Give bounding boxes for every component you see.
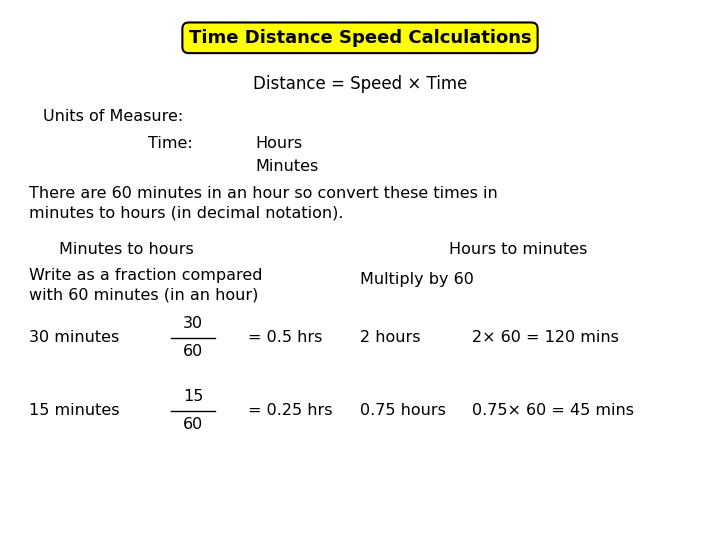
Text: 2× 60 = 120 mins: 2× 60 = 120 mins: [472, 330, 618, 345]
Text: Hours to minutes: Hours to minutes: [449, 242, 588, 257]
Text: Units of Measure:: Units of Measure:: [43, 109, 184, 124]
Text: = 0.25 hrs: = 0.25 hrs: [248, 403, 333, 418]
Text: 15 minutes: 15 minutes: [29, 403, 120, 418]
Text: 15: 15: [183, 389, 203, 404]
Text: Minutes to hours: Minutes to hours: [58, 242, 194, 257]
Text: 30: 30: [183, 316, 203, 332]
Text: 2 hours: 2 hours: [360, 330, 420, 345]
Text: 30 minutes: 30 minutes: [29, 330, 119, 345]
Text: = 0.5 hrs: = 0.5 hrs: [248, 330, 323, 345]
Text: Time:: Time:: [148, 136, 192, 151]
Text: Write as a fraction compared
with 60 minutes (in an hour): Write as a fraction compared with 60 min…: [29, 268, 262, 302]
Text: Multiply by 60: Multiply by 60: [360, 272, 474, 287]
Text: Hours: Hours: [256, 136, 302, 151]
Text: Time Distance Speed Calculations: Time Distance Speed Calculations: [189, 29, 531, 47]
Text: Distance = Speed × Time: Distance = Speed × Time: [253, 75, 467, 93]
Text: Minutes: Minutes: [256, 159, 319, 174]
Text: There are 60 minutes in an hour so convert these times in
minutes to hours (in d: There are 60 minutes in an hour so conve…: [29, 186, 498, 220]
Text: 60: 60: [183, 417, 203, 432]
Text: 0.75 hours: 0.75 hours: [360, 403, 446, 418]
Text: 60: 60: [183, 344, 203, 359]
Text: 0.75× 60 = 45 mins: 0.75× 60 = 45 mins: [472, 403, 634, 418]
